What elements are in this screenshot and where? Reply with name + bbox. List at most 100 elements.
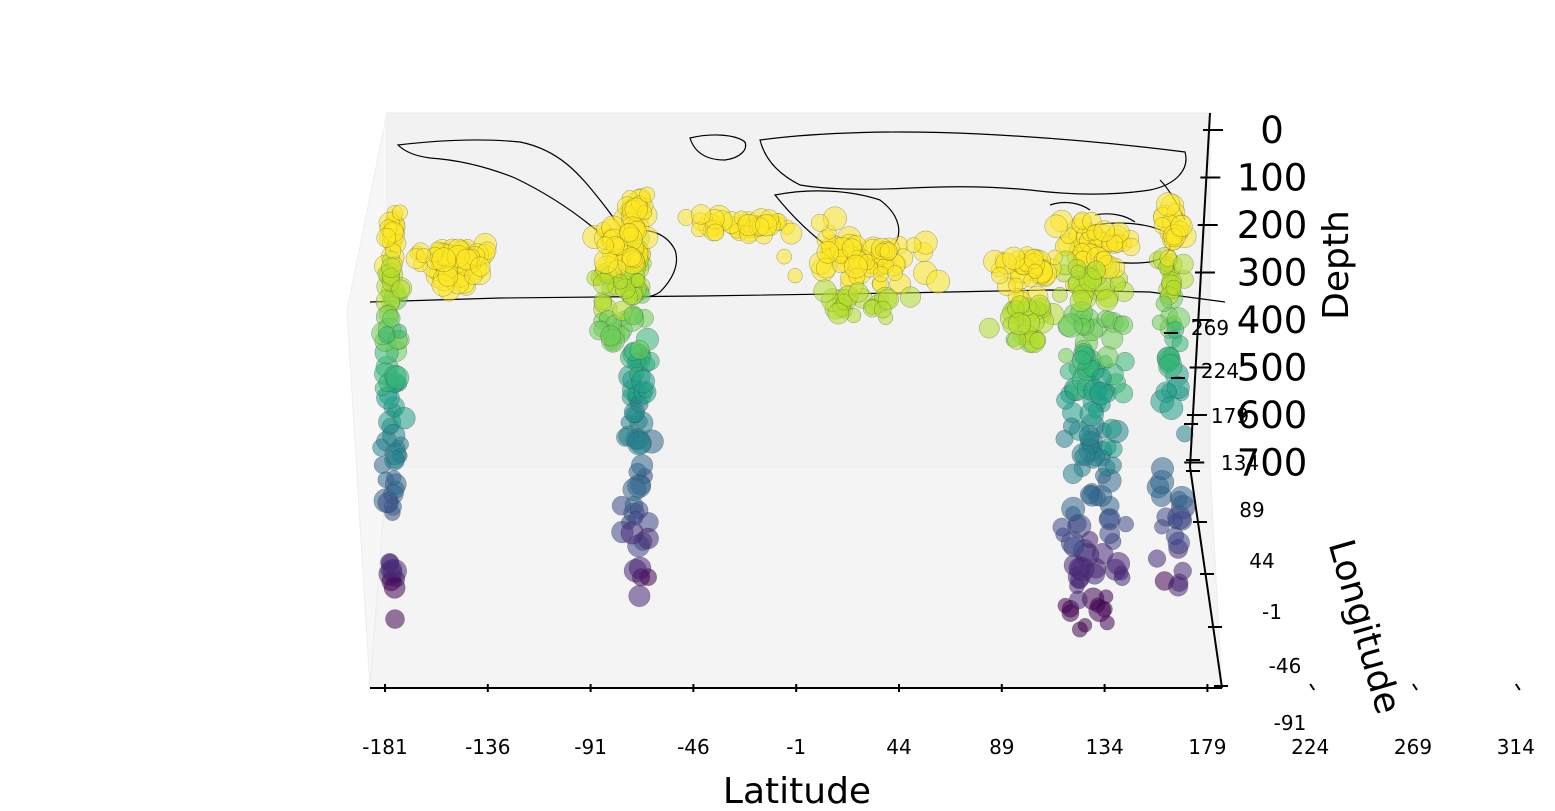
scatter-point bbox=[690, 204, 712, 225]
scatter-point bbox=[1071, 350, 1092, 371]
scatter-point bbox=[621, 247, 642, 268]
scatter-point bbox=[639, 186, 656, 203]
scatter-point bbox=[1008, 277, 1024, 293]
scatter-point bbox=[1044, 214, 1068, 238]
scatter-point bbox=[1113, 565, 1129, 581]
scatter-point bbox=[1151, 314, 1168, 331]
scatter-point bbox=[630, 340, 650, 360]
z-tick-label: 500 bbox=[1237, 347, 1308, 390]
y-tick-label: 224 bbox=[1201, 359, 1239, 383]
scatter-point bbox=[1150, 470, 1175, 494]
x-tick-label: 89 bbox=[989, 735, 1014, 759]
z-tick-label: 700 bbox=[1237, 442, 1308, 485]
scatter-point bbox=[706, 223, 725, 242]
z-tick-label: 300 bbox=[1237, 252, 1308, 295]
scatter-point bbox=[848, 282, 869, 303]
scatter-point bbox=[1091, 543, 1114, 565]
scatter-point bbox=[1096, 346, 1119, 368]
scatter-point bbox=[393, 407, 416, 430]
scatter-point bbox=[1079, 485, 1100, 505]
scatter-point bbox=[1155, 295, 1173, 312]
x-tick-label: 44 bbox=[886, 735, 911, 759]
x-tick-label: 224 bbox=[1291, 735, 1329, 759]
scatter-point bbox=[383, 577, 406, 599]
scatter-point bbox=[1070, 264, 1086, 280]
scatter-point bbox=[1055, 429, 1074, 448]
z-axis-label: Depth bbox=[1316, 210, 1357, 320]
scatter-point bbox=[827, 302, 850, 325]
x-tick-mark bbox=[1514, 683, 1521, 691]
scatter-point bbox=[1158, 354, 1183, 379]
basemap-eurasia bbox=[759, 131, 1187, 195]
scatter-point bbox=[1167, 531, 1190, 554]
scatter-point bbox=[1052, 286, 1068, 303]
scatter-points bbox=[371, 186, 1197, 638]
x-tick-label: -46 bbox=[677, 735, 710, 759]
y-axis-line bbox=[1189, 466, 1223, 689]
z-axis-line bbox=[1189, 112, 1211, 468]
x-tick-label: -91 bbox=[574, 735, 607, 759]
scatter-point bbox=[887, 265, 903, 281]
y-tick-label: -46 bbox=[1269, 654, 1302, 678]
scatter-point bbox=[1166, 376, 1190, 399]
scatter-point bbox=[1086, 260, 1106, 280]
scatter-point bbox=[1058, 348, 1074, 364]
scatter-point bbox=[844, 254, 868, 279]
scatter-point bbox=[1029, 331, 1047, 349]
scatter-point bbox=[628, 585, 651, 607]
scatter-point bbox=[384, 450, 405, 471]
scatter-point bbox=[627, 431, 652, 456]
scatter-point bbox=[1156, 192, 1181, 217]
scatter-point bbox=[619, 222, 639, 243]
x-tick-mark bbox=[1412, 683, 1418, 691]
z-tick-label: 100 bbox=[1237, 157, 1308, 200]
scatter-point bbox=[623, 305, 644, 325]
x-axis-label: Latitude bbox=[723, 771, 871, 811]
axis-panes bbox=[346, 112, 1223, 689]
scatter-point bbox=[979, 317, 1000, 339]
scatter-point bbox=[631, 454, 654, 477]
scatter-point bbox=[905, 237, 922, 253]
scatter-point bbox=[1084, 563, 1106, 585]
z-tick-label: 0 bbox=[1260, 109, 1284, 152]
scatter-point bbox=[874, 300, 892, 319]
scatter-point bbox=[1008, 312, 1031, 336]
scatter-point bbox=[691, 221, 707, 238]
scatter-point bbox=[1071, 443, 1095, 467]
scatter-point bbox=[1173, 253, 1194, 275]
x-tick-label: 134 bbox=[1086, 735, 1124, 759]
scatter-point bbox=[1147, 549, 1166, 568]
x-tick-label: -181 bbox=[362, 735, 407, 759]
scatter-point bbox=[431, 247, 456, 272]
scatter-point bbox=[1110, 275, 1126, 292]
scatter-point bbox=[1095, 289, 1118, 312]
scatter-point bbox=[1113, 383, 1134, 404]
scatter-point bbox=[1059, 363, 1077, 380]
scatter-point bbox=[631, 369, 655, 394]
y-tick-label: 179 bbox=[1211, 404, 1249, 428]
scatter-point bbox=[1062, 463, 1084, 484]
scatter-point bbox=[1121, 237, 1141, 257]
scatter-point bbox=[1159, 396, 1184, 420]
x-tick-mark bbox=[1309, 683, 1316, 691]
y-tick-label: 134 bbox=[1221, 451, 1259, 475]
x-tick-label: 314 bbox=[1497, 735, 1535, 759]
x-tick-label: 179 bbox=[1188, 735, 1226, 759]
scatter-point bbox=[1104, 456, 1122, 474]
scatter-point bbox=[1170, 214, 1193, 237]
z-tick-label: 600 bbox=[1237, 394, 1308, 437]
scatter-point bbox=[1088, 599, 1112, 623]
scatter-point bbox=[1093, 220, 1116, 242]
scatter-point bbox=[1061, 496, 1086, 521]
scatter-point bbox=[628, 510, 643, 526]
scatter-point bbox=[1010, 295, 1030, 315]
scatter-point bbox=[787, 268, 803, 284]
scatter-point bbox=[1169, 486, 1194, 511]
scatter-point bbox=[899, 286, 921, 308]
scatter-point bbox=[1063, 536, 1084, 557]
scatter-point bbox=[386, 470, 402, 486]
x-tick-label: -136 bbox=[465, 735, 510, 759]
scatter-point bbox=[385, 366, 410, 390]
scatter-point bbox=[1114, 315, 1134, 335]
